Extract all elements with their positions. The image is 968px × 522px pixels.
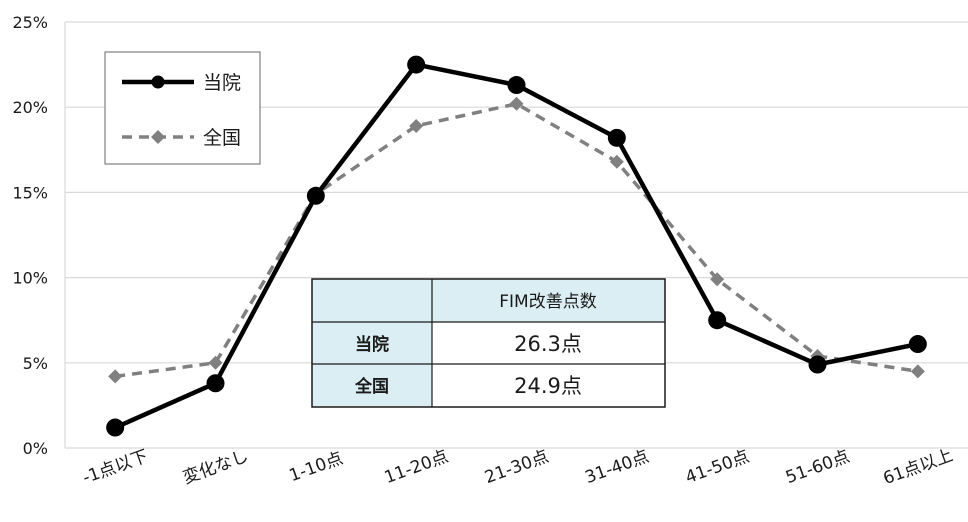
- data-point-series-0: [106, 418, 125, 437]
- series-line-1: [114, 102, 919, 379]
- data-point-series-1: [509, 96, 524, 111]
- table-row-value: 26.3点: [514, 332, 582, 356]
- y-tick-label: 5%: [23, 354, 48, 373]
- data-point-series-1: [710, 272, 725, 287]
- data-point-series-0: [407, 55, 426, 74]
- x-tick-label: 1-10点: [287, 448, 346, 486]
- x-tick-label: 41-50点: [683, 447, 752, 489]
- data-point-series-0: [206, 374, 225, 393]
- y-tick-label: 25%: [12, 13, 48, 32]
- fim-summary-table: FIM改善点数 当院 26.3点 全国 24.9点: [311, 278, 666, 408]
- y-tick-label: 15%: [12, 183, 48, 202]
- legend-label-series-0: 当院: [203, 72, 241, 94]
- table-header-label: FIM改善点数: [499, 292, 596, 312]
- y-tick-label: 0%: [23, 439, 48, 458]
- y-tick-label: 10%: [12, 269, 48, 288]
- x-tick-label: 61点以上: [881, 445, 956, 489]
- y-axis-ticks: 0% 5% 10% 15% 20% 25%: [12, 13, 48, 458]
- table-row-label: 当院: [355, 334, 389, 355]
- data-point-series-0: [908, 335, 927, 354]
- data-point-series-1: [108, 369, 123, 384]
- data-point-series-0: [808, 355, 827, 374]
- data-point-series-1: [409, 118, 424, 133]
- table-row-label: 全国: [354, 376, 389, 397]
- x-axis-ticks: -1点以下 変化なし 1-10点 11-20点 21-30点 31-40点 41-50点 51…: [80, 445, 956, 489]
- legend-label-series-1: 全国: [203, 127, 241, 149]
- table-header-cell: [432, 279, 665, 322]
- data-point-series-0: [507, 76, 526, 95]
- table-row-value: 24.9点: [514, 374, 582, 398]
- data-point-series-1: [208, 355, 223, 370]
- legend-marker-series-0: [151, 75, 165, 89]
- legend-box: [104, 51, 261, 165]
- data-point-series-0: [306, 186, 325, 205]
- series-layer: [106, 55, 927, 437]
- data-point-series-1: [910, 364, 925, 379]
- x-tick-label: -1点以下: [80, 446, 151, 488]
- legend: 当院 全国: [104, 51, 261, 165]
- x-tick-label: 31-40点: [583, 447, 652, 489]
- data-point-series-0: [708, 311, 727, 330]
- x-tick-label: 11-20点: [382, 447, 451, 489]
- x-tick-label: 51-60点: [783, 447, 852, 489]
- y-tick-label: 20%: [12, 98, 48, 117]
- x-tick-label: 変化なし: [180, 446, 251, 488]
- legend-marker-series-1: [151, 130, 165, 144]
- data-point-series-1: [609, 154, 624, 169]
- table-border: [311, 278, 666, 408]
- x-tick-label: 21-30点: [482, 447, 551, 489]
- data-point-series-0: [607, 128, 626, 147]
- table-header-empty-cell: [312, 279, 432, 322]
